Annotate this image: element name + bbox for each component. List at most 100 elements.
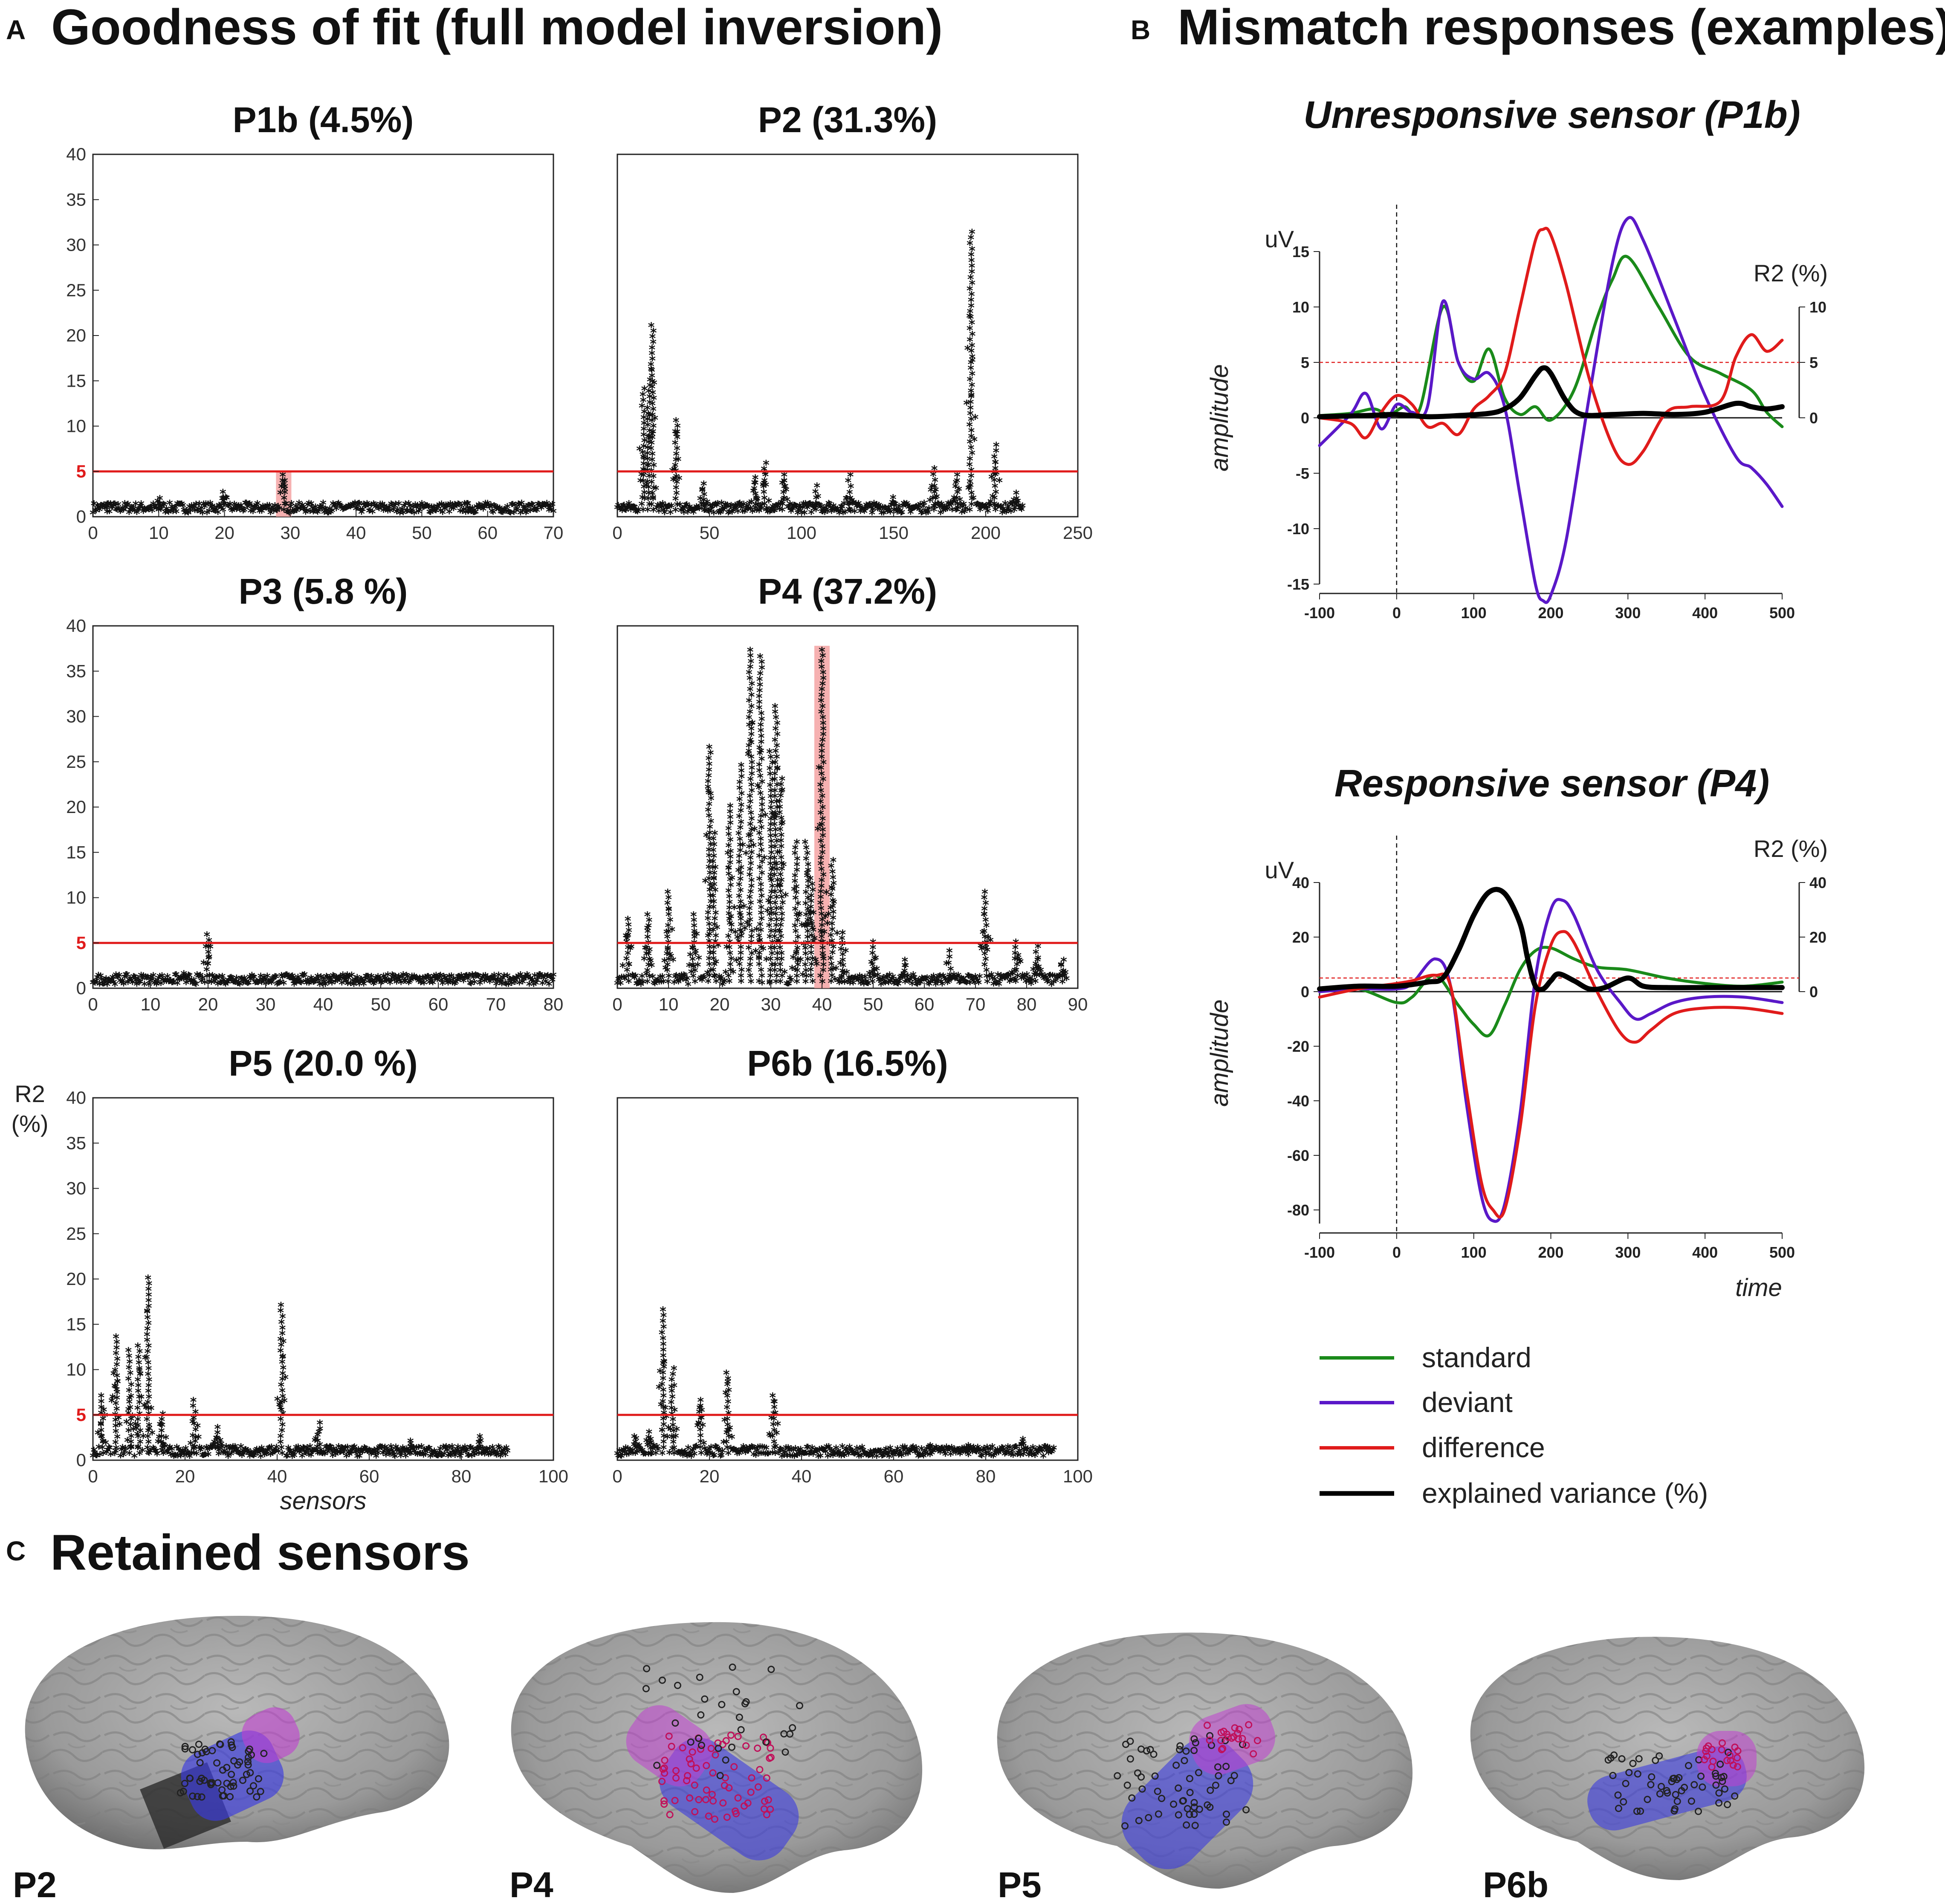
x-tick-label: -100 bbox=[1304, 604, 1335, 622]
r2-point: * bbox=[183, 505, 190, 520]
y-tick-label: -10 bbox=[1287, 520, 1309, 538]
r2-point: * bbox=[819, 645, 825, 660]
r2-point: * bbox=[98, 1390, 105, 1405]
r2-point: * bbox=[220, 496, 227, 511]
r2-point: * bbox=[772, 701, 779, 716]
x-tick-label: 150 bbox=[879, 523, 909, 543]
r2-point: * bbox=[234, 501, 241, 516]
r2-point: * bbox=[241, 504, 248, 519]
r2-point: * bbox=[197, 506, 204, 521]
r2-point: * bbox=[138, 498, 145, 513]
brain-P2: P2 bbox=[13, 1616, 449, 1904]
x-tick-label: 20 bbox=[710, 994, 730, 1014]
x-tick-label: 50 bbox=[863, 994, 883, 1014]
r2-point: * bbox=[182, 507, 188, 522]
r2-point: * bbox=[96, 504, 103, 519]
r2-point: * bbox=[91, 498, 98, 513]
r2-point: * bbox=[124, 501, 130, 515]
plot-title-P2: P2 (31.3%) bbox=[758, 100, 937, 140]
x-tick-label: 40 bbox=[346, 523, 366, 543]
r2-point: * bbox=[205, 499, 211, 514]
x-tick-label: 200 bbox=[971, 523, 1001, 543]
r2-point: * bbox=[747, 645, 754, 660]
r2-point: * bbox=[1060, 955, 1067, 969]
x-tick-label: 200 bbox=[1538, 604, 1563, 622]
r2-point: * bbox=[407, 1436, 414, 1451]
r2-point: * bbox=[99, 501, 106, 516]
r2-point: * bbox=[98, 500, 105, 515]
y-tick-label: 40 bbox=[66, 1088, 86, 1108]
r2-point: * bbox=[779, 773, 785, 788]
r2-point: * bbox=[119, 503, 126, 518]
x-tick-label: 60 bbox=[359, 1466, 379, 1486]
r2-point: * bbox=[902, 955, 909, 969]
r2-point: * bbox=[671, 1363, 677, 1378]
r2-point: * bbox=[240, 506, 246, 521]
r2-point: * bbox=[631, 1431, 638, 1446]
r2-point: * bbox=[186, 501, 193, 516]
r2-point: * bbox=[231, 499, 238, 514]
x-tick-label: 100 bbox=[1461, 604, 1487, 622]
r2-point: * bbox=[208, 502, 215, 517]
r2-point: * bbox=[221, 499, 228, 514]
r2-point: * bbox=[170, 506, 177, 521]
y-tick-label: -40 bbox=[1287, 1092, 1309, 1110]
y-tick-label: 15 bbox=[66, 842, 86, 862]
r2-plot-P2: P2 (31.3%)******************************… bbox=[612, 100, 1093, 543]
r2-point: * bbox=[216, 500, 223, 515]
r2-point: * bbox=[191, 505, 198, 520]
r2-points-P5: ****************************************… bbox=[90, 1273, 511, 1466]
r2-point: * bbox=[245, 499, 252, 514]
r2-point: * bbox=[177, 499, 184, 514]
r2-point: * bbox=[200, 498, 207, 513]
x-tick-label: 0 bbox=[88, 523, 98, 543]
r2-point: * bbox=[97, 500, 104, 515]
r2-point: * bbox=[150, 498, 157, 513]
r2-point: * bbox=[156, 493, 163, 508]
brain-P6b-label: P6b bbox=[1483, 1865, 1548, 1904]
plot-frame-P6b bbox=[616, 1097, 1079, 1461]
r2-point: * bbox=[130, 503, 137, 518]
r2-point: * bbox=[211, 505, 218, 520]
y-tick-label: -15 bbox=[1287, 576, 1309, 593]
x-axis-label: time bbox=[1735, 1274, 1782, 1302]
r2-point: * bbox=[108, 501, 115, 516]
r2-point: * bbox=[122, 502, 129, 517]
y-tick-label: 0 bbox=[76, 506, 86, 527]
series-explained-unresponsive bbox=[1317, 365, 1785, 420]
x-tick-label: 0 bbox=[88, 1466, 98, 1486]
y-tick-label: 0 bbox=[1301, 983, 1309, 1001]
r2-point: * bbox=[252, 502, 259, 517]
r2-point: * bbox=[101, 503, 108, 518]
brain-P2-label: P2 bbox=[13, 1865, 57, 1904]
panel-b-letter: B bbox=[1131, 14, 1150, 45]
r2-point: * bbox=[163, 503, 170, 518]
r2-point: * bbox=[752, 472, 759, 487]
r2-point: * bbox=[700, 479, 707, 494]
y2-tick-label: 40 bbox=[1809, 874, 1826, 891]
brain-P5-label: P5 bbox=[998, 1865, 1042, 1904]
x-tick-label: 30 bbox=[761, 994, 781, 1014]
r2-point: * bbox=[176, 499, 183, 514]
r2-point: * bbox=[128, 502, 135, 517]
r2-point: * bbox=[217, 501, 223, 515]
x-tick-label: 50 bbox=[371, 994, 391, 1014]
plot-title-P5: P5 (20.0 %) bbox=[229, 1043, 418, 1083]
r2-point: * bbox=[141, 503, 148, 518]
r2-point: * bbox=[250, 506, 257, 521]
r2-point: * bbox=[154, 496, 161, 511]
r2-point: * bbox=[118, 505, 125, 520]
legend-label-difference: difference bbox=[1422, 1432, 1545, 1463]
x-tick-label: 100 bbox=[538, 1466, 568, 1486]
x-tick-label: 80 bbox=[1017, 994, 1037, 1014]
r2-point: * bbox=[178, 498, 185, 513]
r2-point: * bbox=[175, 499, 182, 514]
r2-point: * bbox=[103, 501, 110, 515]
y2-axis-label: R2 (%) bbox=[1754, 260, 1828, 286]
r2-point: * bbox=[253, 500, 260, 515]
r2-point: * bbox=[212, 506, 219, 521]
brain-P5: P5 bbox=[997, 1632, 1413, 1904]
x-tick-label: 20 bbox=[198, 994, 218, 1014]
r2-point: * bbox=[664, 887, 671, 902]
y-tick-label: 40 bbox=[1292, 874, 1309, 891]
